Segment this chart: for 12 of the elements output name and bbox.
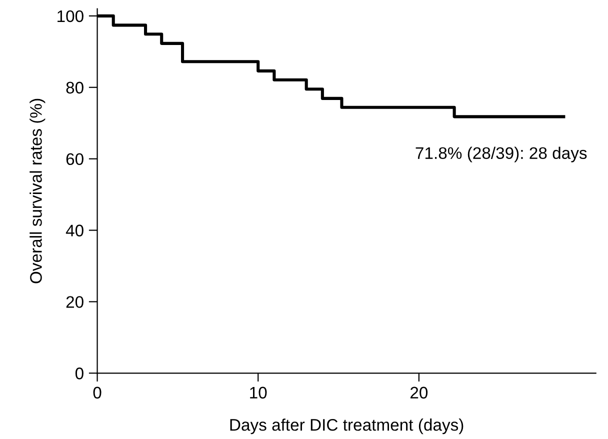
y-tick-label: 80 (66, 82, 84, 94)
y-tick-label: 100 (58, 10, 84, 22)
annotation: 71.8% (28/39): 28 days (416, 146, 587, 162)
y-tick-label: 60 (66, 153, 84, 166)
y-tick-label: 0 (75, 368, 84, 380)
y-axis-title: Overall survival rates (%) (30, 98, 46, 284)
x-tick-label: 10 (250, 386, 267, 399)
x-tick-label: 20 (410, 386, 428, 399)
y-tick-label: 20 (66, 296, 84, 308)
x-axis-title: Days after DIC treatment (days) (230, 418, 464, 434)
y-tick-label: 40 (66, 224, 84, 236)
x-tick-label: 0 (93, 386, 102, 399)
